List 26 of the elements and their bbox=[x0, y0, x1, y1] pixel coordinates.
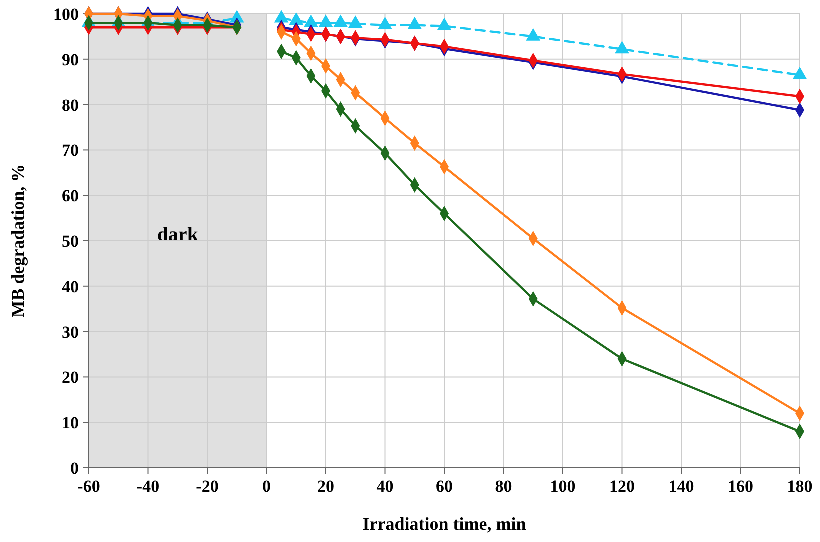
x-tick-label: 160 bbox=[728, 477, 754, 496]
y-tick-label: 90 bbox=[62, 50, 79, 70]
x-tick-label: 140 bbox=[668, 477, 694, 496]
y-tick-label: 30 bbox=[62, 322, 79, 342]
x-tick-label: 60 bbox=[436, 477, 453, 496]
y-tick-label: 10 bbox=[62, 414, 79, 433]
x-tick-label: 40 bbox=[376, 477, 394, 496]
y-tick-label: 20 bbox=[62, 368, 79, 388]
x-tick-label: 80 bbox=[495, 477, 512, 496]
x-tick-label: -40 bbox=[136, 477, 160, 496]
x-tick-label: 100 bbox=[550, 477, 576, 496]
x-tick-label: 20 bbox=[318, 477, 334, 496]
y-tick-label: 70 bbox=[62, 141, 79, 160]
y-tick-label: 0 bbox=[70, 459, 79, 478]
y-tick-label: 60 bbox=[62, 186, 79, 206]
x-tick-label: 120 bbox=[610, 477, 635, 496]
y-tick-label: 50 bbox=[62, 232, 79, 251]
x-tick-label: -20 bbox=[196, 477, 219, 496]
x-tick-label: -60 bbox=[78, 477, 100, 496]
y-tick-label: 40 bbox=[62, 277, 79, 296]
y-tick-label: 80 bbox=[62, 96, 79, 115]
y-axis-title: MB degradation, % bbox=[8, 164, 28, 318]
x-tick-label: 180 bbox=[787, 477, 813, 496]
x-axis-title: Irradiation time, min bbox=[362, 514, 526, 534]
x-tick-label: 0 bbox=[262, 477, 271, 496]
y-tick-label: 100 bbox=[54, 5, 79, 24]
